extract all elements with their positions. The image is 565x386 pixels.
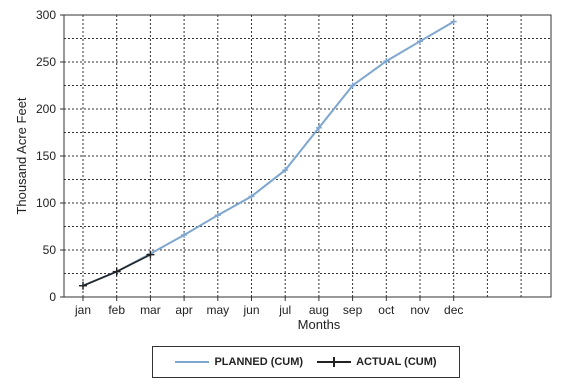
series-layer: [79, 18, 457, 290]
x-tick-label: oct: [378, 303, 395, 317]
x-tick-label: apr: [175, 303, 192, 317]
data-point-actual: [112, 267, 121, 276]
y-axis-title: Thousand Acre Feet: [14, 97, 29, 214]
legend-label-planned: PLANNED (CUM): [214, 356, 304, 368]
data-point-planned: [417, 38, 423, 45]
data-point-actual: [79, 281, 87, 290]
y-tick-label: 50: [43, 243, 57, 257]
y-tick-label: 150: [36, 149, 56, 163]
data-point-planned: [248, 193, 255, 200]
x-tick-label: may: [206, 303, 229, 317]
legend-swatch-planned: [175, 361, 210, 363]
x-axis-ticks: jan feb mar apr may jun jul aug sep oct nov dec: [74, 297, 463, 317]
x-tick-label: mar: [140, 303, 161, 317]
data-point-actual: [146, 250, 155, 259]
legend-entry-actual: ACTUAL (CUM): [317, 356, 437, 368]
gridlines: [64, 15, 551, 297]
x-tick-label: jun: [242, 303, 259, 317]
legend-swatch-actual: [317, 357, 352, 367]
series-line-planned: [82, 20, 455, 287]
data-point-planned: [349, 82, 356, 89]
y-tick-label: 300: [36, 8, 56, 22]
data-point-planned: [450, 18, 457, 25]
data-point-planned: [383, 58, 390, 65]
data-point-planned: [181, 231, 188, 238]
x-axis-title: Months: [298, 317, 341, 332]
x-tick-label: sep: [343, 303, 363, 317]
y-tick-label: 0: [49, 290, 56, 304]
legend-entry-planned: PLANNED (CUM): [175, 356, 303, 368]
data-point-planned: [315, 124, 322, 131]
legend-label-actual: ACTUAL (CUM): [356, 356, 437, 368]
x-tick-label: aug: [309, 303, 329, 317]
x-tick-label: feb: [108, 303, 125, 317]
y-tick-label: 100: [36, 196, 56, 210]
x-tick-label: jul: [278, 303, 291, 317]
data-point-planned: [282, 167, 289, 174]
x-tick-label: nov: [410, 303, 429, 317]
legend: PLANNED (CUM) ACTUAL (CUM): [152, 346, 460, 378]
y-tick-label: 200: [36, 102, 56, 116]
data-point-planned: [214, 212, 221, 219]
y-tick-label: 250: [36, 55, 56, 69]
y-axis-ticks: 0 50 100 150 200 250 300: [36, 8, 64, 304]
x-tick-label: jan: [74, 303, 91, 317]
x-tick-label: dec: [444, 303, 463, 317]
